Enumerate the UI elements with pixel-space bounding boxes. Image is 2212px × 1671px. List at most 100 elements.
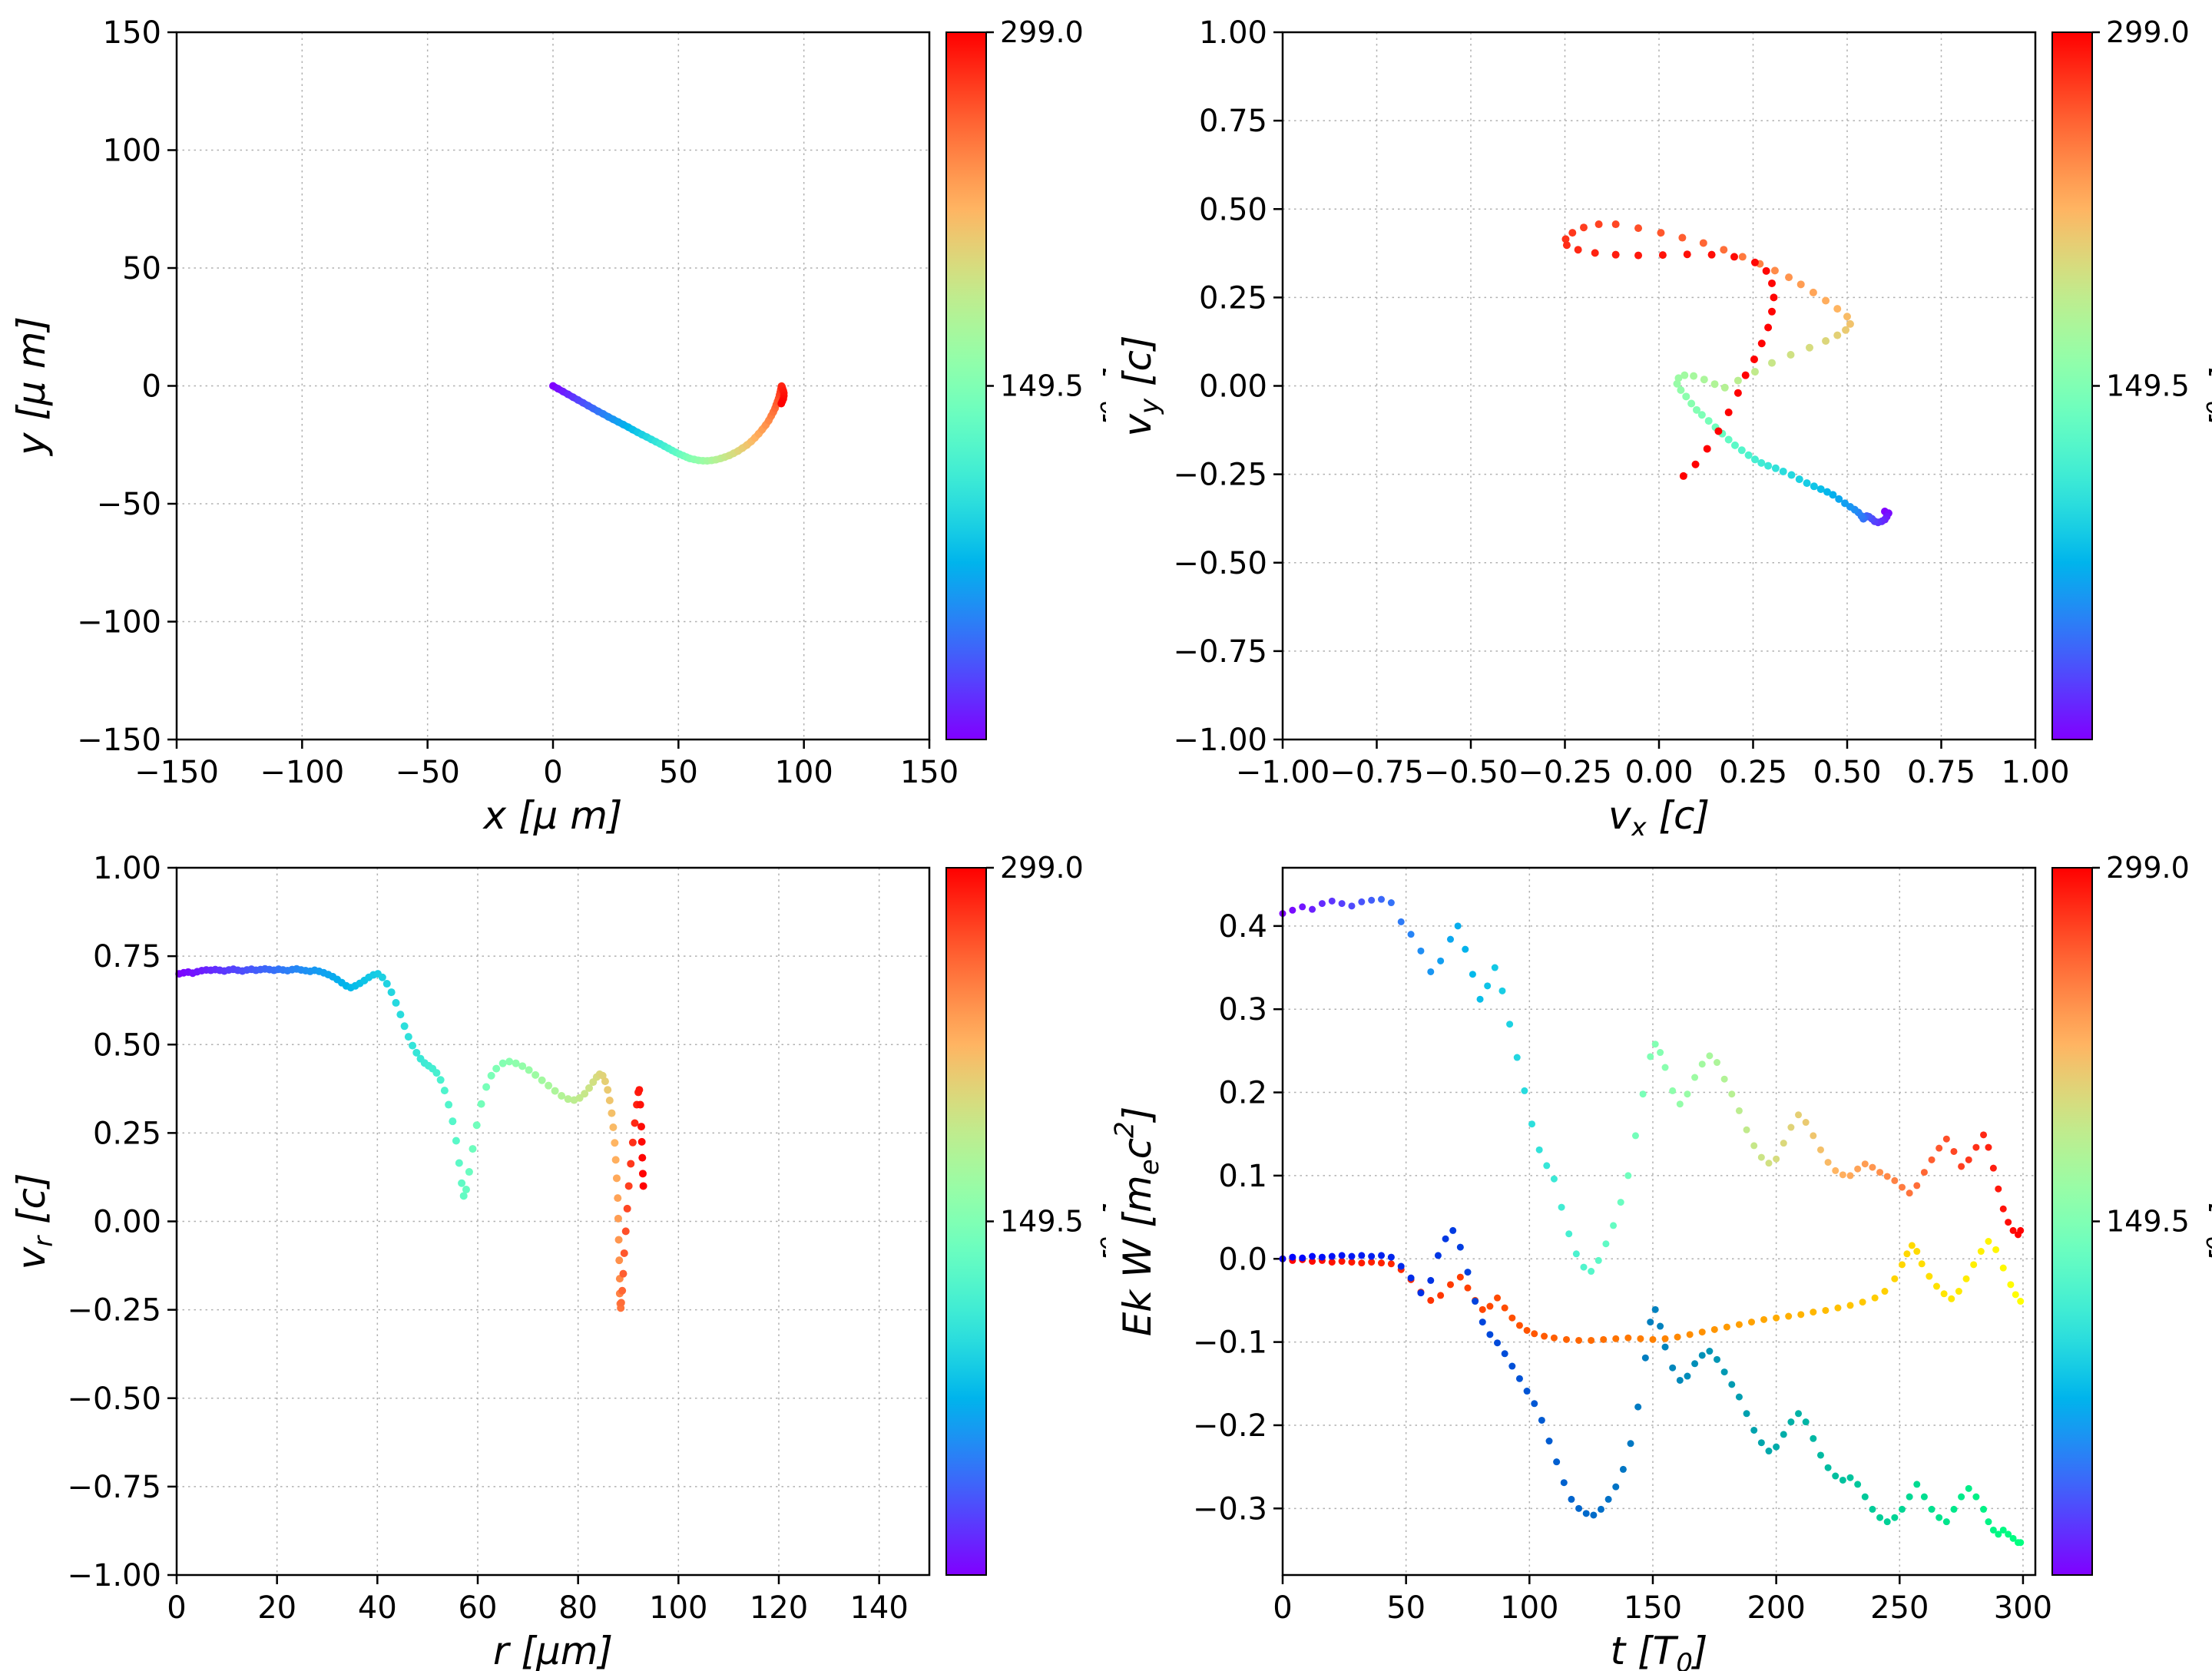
x-axis-label: vx [c] (1608, 793, 1710, 836)
x-tick-label: 0.75 (1907, 755, 1975, 790)
y-tick-label: −0.1 (1193, 1325, 1267, 1361)
y-tick-label: −0.3 (1193, 1491, 1267, 1527)
y-tick-label: 0.0 (1218, 1242, 1267, 1277)
colorbar: 299.0 149.5 (945, 15, 1084, 740)
x-axis: 0 20 40 60 80 100 120 140 (167, 1575, 909, 1626)
x-tick-label: −100 (260, 755, 344, 790)
x-axis: −1.00 −0.75 −0.50 −0.25 0.00 0.25 0.50 0.75 1.00 (1236, 740, 2070, 790)
y-tick-label: −0.75 (1173, 634, 1267, 670)
x-tick-label: 150 (1624, 1590, 1682, 1626)
y-axis: 0.4 0.3 0.2 0.1 0.0 −0.1 −0.2 −0.3 (1193, 909, 1283, 1527)
y-axis-label: vy [c] (1115, 335, 1165, 436)
y-tick-label: 0.4 (1218, 909, 1267, 945)
y-tick-label: 0.25 (1199, 280, 1267, 316)
x-tick-label: 200 (1747, 1590, 1805, 1626)
colorbar-tick-label: 299.0 (1000, 15, 1084, 49)
x-tick-label: 250 (1870, 1590, 1929, 1626)
colorbar-gradient (945, 31, 987, 740)
grid (1282, 868, 2035, 1575)
y-tick-label: 0.25 (93, 1116, 161, 1151)
x-tick-label: 20 (257, 1590, 296, 1626)
y-axis: −1.00 −0.75 −0.50 −0.25 0.00 0.25 0.50 0.75 1.00 (1173, 15, 1283, 758)
y-tick-label: 0.00 (93, 1205, 161, 1240)
x-tick-label: 0 (1273, 1590, 1292, 1626)
y-axis-label: Ek W [mec2] (1110, 1107, 1166, 1337)
y-tick-label: 0.75 (1199, 104, 1267, 139)
x-tick-label: 60 (459, 1590, 498, 1626)
y-tick-label: 0.2 (1218, 1076, 1267, 1111)
x-tick-label: 100 (1500, 1590, 1558, 1626)
y-tick-label: −0.75 (67, 1470, 161, 1505)
series-work-perpendicular (1279, 1226, 2025, 1547)
x-tick-label: −1.00 (1236, 755, 1330, 790)
x-tick-label: 100 (649, 1590, 707, 1626)
y-tick-label: 1.00 (1199, 15, 1267, 51)
y-tick-label: 150 (103, 15, 161, 51)
x-tick-label: 40 (358, 1590, 397, 1626)
colorbar-label: t [T0] (1094, 343, 1106, 429)
x-tick-label: 50 (1386, 1590, 1426, 1626)
x-tick-label: 150 (900, 755, 959, 790)
colorbar-label: t [T0] (2200, 343, 2212, 429)
x-tick-label: −0.25 (1518, 755, 1612, 790)
series-radial-velocity-path (175, 965, 647, 1312)
grid (1282, 31, 2036, 740)
y-tick-label: 1.00 (93, 851, 161, 886)
series-kinetic-energy (1279, 895, 2025, 1276)
y-axis: −1.00 −0.75 −0.50 −0.25 0.00 0.25 0.50 0.75 1.00 (67, 851, 177, 1593)
y-tick-label: −100 (77, 605, 161, 640)
y-tick-label: −1.00 (1173, 723, 1267, 758)
y-axis: −150 −100 −50 0 50 100 150 (77, 15, 177, 758)
x-tick-label: 80 (558, 1590, 598, 1626)
x-axis: 0 50 100 150 200 250 300 (1273, 1575, 2052, 1626)
x-tick-label: 120 (750, 1590, 808, 1626)
y-tick-label: −150 (77, 723, 161, 758)
y-tick-label: −0.25 (67, 1293, 161, 1329)
colorbar-tick-label: 149.5 (1000, 369, 1084, 403)
colorbar-label: t [T0] (2200, 1179, 2212, 1264)
x-tick-label: 0.25 (1719, 755, 1787, 790)
x-axis: −150 −100 −50 0 50 100 150 (134, 740, 959, 790)
colorbar: 299.0 149.5 (945, 851, 1084, 1576)
x-tick-label: 50 (659, 755, 698, 790)
plot-energy-work: 0 50 100 150 200 250 300 0.4 0.3 0.2 0.1 0.0 −0.1 −0.… (1106, 836, 2212, 1671)
colorbar-gradient (945, 867, 987, 1576)
y-tick-label: 0.50 (93, 1027, 161, 1063)
plot-border (1281, 866, 2037, 1577)
colorbar: 299.0 149.5 (2051, 851, 2190, 1576)
x-tick-label: 140 (849, 1590, 908, 1626)
x-tick-label: 0.50 (1813, 755, 1881, 790)
y-tick-label: 0.1 (1218, 1159, 1267, 1194)
plot-border (175, 866, 931, 1577)
x-tick-label: 0 (167, 1590, 186, 1626)
colorbar-tick-label: 149.5 (1000, 1205, 1084, 1239)
plot-xy-trajectory: −150 −100 −50 0 50 100 150 −150 −100 −50 0 50 100 150… (0, 0, 1106, 836)
colorbar-tick-label: 299.0 (2106, 15, 2190, 49)
y-axis-label: vr [c] (9, 1173, 59, 1270)
colorbar-gradient (2051, 867, 2093, 1576)
x-axis-label: t [T0] (1611, 1629, 1708, 1671)
y-tick-label: 100 (103, 134, 161, 169)
y-tick-label: 0.50 (1199, 192, 1267, 227)
colorbar-label: t [T0] (1094, 1179, 1106, 1264)
plot-vx-vy: −1.00 −0.75 −0.50 −0.25 0.00 0.25 0.50 0.75 1.00… (1106, 0, 2212, 836)
x-tick-label: 100 (774, 755, 833, 790)
series-work-parallel (1279, 1238, 2025, 1344)
x-tick-label: −50 (395, 755, 459, 790)
y-tick-label: 0.75 (93, 939, 161, 974)
colorbar-tick-label: 299.0 (2106, 851, 2190, 885)
series-particle-path (549, 382, 788, 465)
plot-r-vr: 0 20 40 60 80 100 120 140 −1.00 −0.75 −0.50 −0.25 0.… (0, 836, 1106, 1671)
colorbar-gradient (2051, 31, 2093, 740)
x-tick-label: −150 (134, 755, 219, 790)
y-tick-label: 0 (142, 369, 161, 405)
y-axis-label: y [μ m] (9, 316, 54, 457)
plot-border (1281, 31, 2037, 741)
colorbar-tick-label: 149.5 (2106, 1205, 2190, 1239)
x-tick-label: 1.00 (2001, 755, 2069, 790)
x-tick-label: 0 (543, 755, 562, 790)
y-tick-label: −0.25 (1173, 458, 1267, 493)
y-tick-label: −0.50 (1173, 546, 1267, 581)
y-tick-label: 0.00 (1199, 369, 1267, 405)
